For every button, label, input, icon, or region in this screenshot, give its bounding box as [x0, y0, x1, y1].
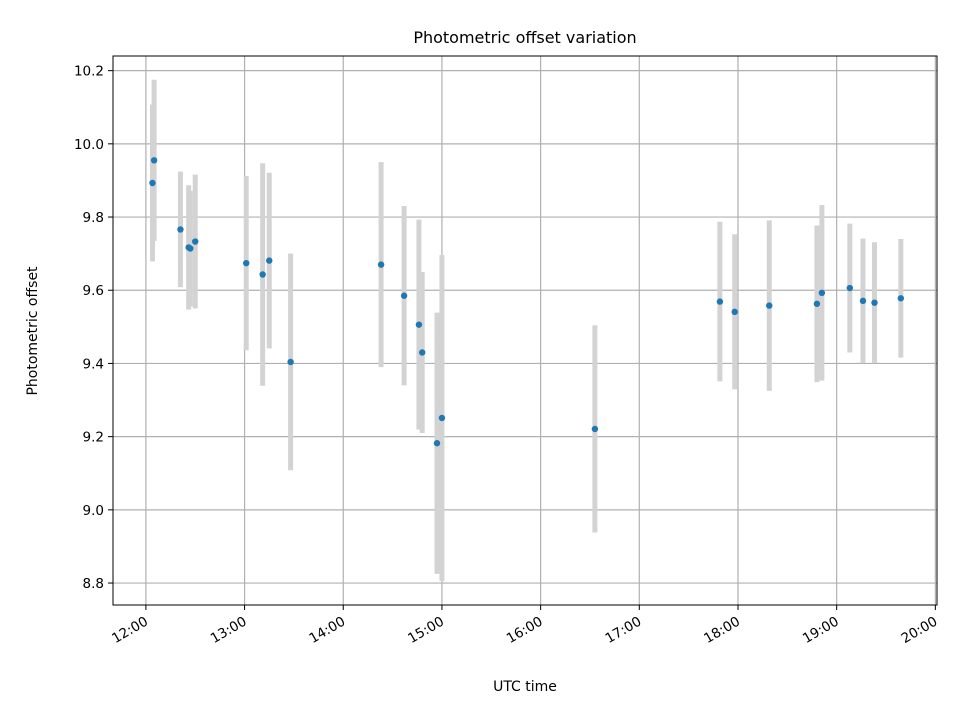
- y-tick-label: 9.2: [83, 430, 104, 446]
- data-point: [415, 321, 423, 328]
- chart-title: Photometric offset variation: [413, 28, 636, 47]
- data-point: [149, 179, 156, 187]
- data-point: [177, 226, 184, 233]
- x-tick-label: 13:00: [208, 614, 250, 647]
- y-tick-label: 9.6: [83, 283, 104, 299]
- y-tick-label: 9.0: [83, 503, 104, 519]
- y-tick-label: 9.4: [83, 356, 104, 372]
- data-point: [192, 238, 199, 245]
- data-point: [287, 358, 294, 366]
- y-axis-label: Photometric offset: [25, 266, 41, 396]
- data-point: [871, 299, 878, 306]
- data-point: [766, 302, 773, 309]
- data-point: [150, 157, 158, 164]
- data-point: [400, 292, 408, 299]
- axis-ticks: 12:00 13:00 14:00 15:00 16:00 17:00 18:00 19:00…: [74, 64, 940, 647]
- plot-frame: [112, 55, 938, 606]
- y-tick-label: 8.8: [83, 576, 104, 592]
- data-point: [813, 300, 821, 307]
- x-tick-label: 14:00: [307, 614, 349, 647]
- x-tick-label: 19:00: [800, 614, 842, 647]
- data-point: [897, 295, 905, 302]
- data-point: [419, 349, 426, 356]
- data-points: [149, 157, 905, 447]
- data-point: [438, 414, 446, 422]
- data-point: [259, 271, 266, 278]
- y-tick-label: 9.8: [83, 210, 104, 226]
- data-point: [846, 284, 854, 292]
- data-point: [859, 297, 867, 305]
- x-axis-label: UTC time: [493, 679, 557, 695]
- data-point: [716, 298, 724, 305]
- x-tick-label: 12:00: [109, 614, 151, 647]
- y-tick-label: 10.2: [74, 64, 104, 80]
- error-bars: [149, 79, 904, 581]
- data-point: [266, 257, 273, 264]
- x-tick-label: 17:00: [603, 614, 645, 647]
- data-point: [591, 425, 599, 433]
- data-point: [818, 289, 826, 297]
- x-tick-label: 18:00: [701, 614, 743, 647]
- data-point: [433, 440, 441, 447]
- data-point: [377, 261, 385, 268]
- data-point: [731, 308, 738, 316]
- x-tick-label: 15:00: [405, 614, 447, 647]
- y-tick-label: 10.0: [74, 137, 104, 153]
- grid-lines: [113, 56, 937, 605]
- x-tick-label: 20:00: [899, 614, 941, 647]
- data-point: [243, 259, 250, 267]
- data-point: [187, 245, 194, 252]
- x-tick-label: 16:00: [504, 614, 546, 647]
